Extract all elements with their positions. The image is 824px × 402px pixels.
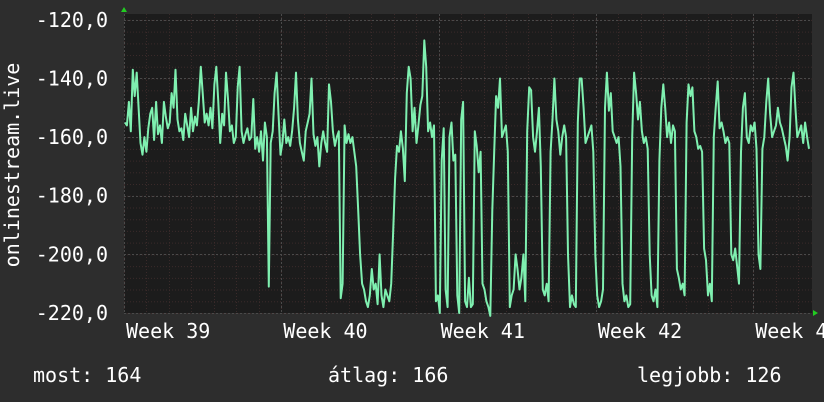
y-tick-labels: -120,0 -140,0 -160,0 -180,0 -200,0 -220,0	[36, 8, 108, 325]
plot-area	[124, 14, 812, 313]
y-tick-label: -160,0	[36, 125, 108, 149]
x-tick-labels: Week 39 Week 40 Week 41 Week 42 Week 4	[126, 319, 824, 343]
stat-current: most: 164	[33, 363, 142, 387]
x-tick-label: Week 42	[598, 319, 682, 343]
y-tick-label: -140,0	[36, 66, 108, 90]
series-line	[124, 39, 810, 317]
y-axis-label: onlinestream.live	[0, 63, 24, 268]
x-tick-label: Week 4	[755, 319, 824, 343]
stat-best: legjobb: 126	[637, 363, 782, 387]
y-tick-label: -200,0	[36, 242, 108, 266]
stats-bar: most: 164 átlag: 166 legjobb: 126	[0, 363, 824, 389]
x-tick-label: Week 40	[283, 319, 367, 343]
x-tick-label: Week 41	[441, 319, 525, 343]
y-tick-label: -180,0	[36, 184, 108, 208]
y-axis-arrow	[121, 7, 127, 12]
stat-average: átlag: 166	[328, 363, 449, 387]
x-axis-arrow	[813, 310, 818, 316]
x-tick-label: Week 39	[126, 319, 210, 343]
y-tick-label: -220,0	[36, 301, 108, 325]
y-tick-label: -120,0	[36, 8, 108, 32]
